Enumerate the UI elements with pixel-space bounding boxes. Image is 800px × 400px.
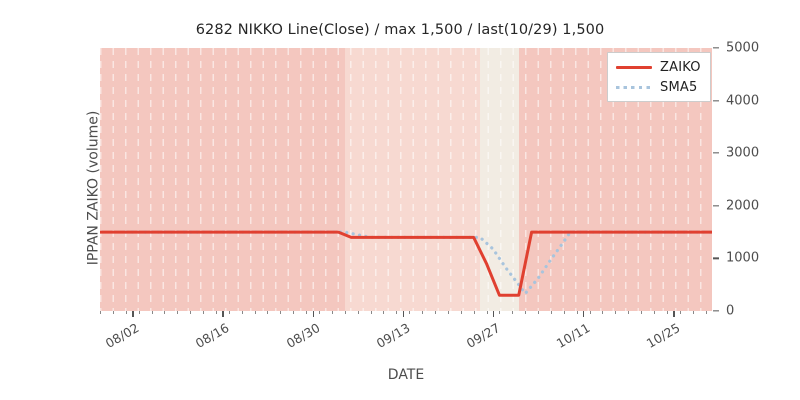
y-tick-mark bbox=[713, 257, 719, 260]
x-tick-label: 08/16 bbox=[193, 320, 232, 352]
x-tick-minor bbox=[692, 311, 694, 314]
x-tick-mark bbox=[492, 311, 495, 317]
x-tick-minor bbox=[447, 311, 449, 314]
x-tick-minor bbox=[280, 311, 282, 314]
y-axis-title: IPPAN ZAIKO (volume) bbox=[85, 110, 102, 266]
x-tick-minor bbox=[306, 311, 308, 314]
legend-swatch-zaiko bbox=[616, 61, 652, 73]
x-tick-minor bbox=[486, 311, 488, 314]
x-tick-minor bbox=[628, 311, 630, 314]
x-tick-label: 08/02 bbox=[102, 320, 142, 352]
y-tick-label: 2000 bbox=[726, 198, 760, 214]
y-tick-label: 1000 bbox=[726, 250, 760, 266]
x-tick-minor bbox=[602, 311, 604, 314]
legend-item-zaiko[interactable]: ZAIKO bbox=[616, 59, 701, 75]
x-tick-minor bbox=[550, 311, 552, 314]
x-tick-minor bbox=[512, 311, 514, 314]
x-tick-minor bbox=[331, 311, 333, 314]
x-tick-minor bbox=[705, 311, 707, 314]
y-tick-label: 5000 bbox=[726, 40, 760, 56]
x-tick-minor bbox=[357, 311, 359, 314]
x-tick-label: 09/27 bbox=[463, 320, 503, 352]
x-tick-minor bbox=[125, 311, 127, 314]
x-tick-minor bbox=[383, 311, 385, 314]
x-tick-label: 08/30 bbox=[283, 320, 323, 352]
x-tick-minor bbox=[177, 311, 179, 314]
x-tick-mark bbox=[222, 311, 224, 317]
y-tick-mark bbox=[713, 47, 719, 49]
x-tick-minor bbox=[203, 311, 205, 314]
legend-label-sma5: SMA5 bbox=[660, 79, 698, 95]
x-tick-minor bbox=[215, 311, 217, 314]
x-tick-minor bbox=[112, 311, 114, 314]
x-tick-minor bbox=[138, 311, 140, 314]
x-tick-minor bbox=[499, 311, 501, 314]
x-tick-minor bbox=[228, 311, 230, 314]
x-tick-minor bbox=[666, 311, 668, 314]
x-tick-minor bbox=[100, 311, 101, 314]
chart-legend[interactable]: ZAIKO SMA5 bbox=[607, 52, 711, 102]
y-tick-mark bbox=[713, 152, 719, 154]
series-line-zaiko bbox=[100, 230, 712, 297]
legend-item-sma5[interactable]: SMA5 bbox=[616, 79, 701, 95]
x-tick-minor bbox=[370, 311, 372, 314]
x-tick-label: 09/13 bbox=[373, 320, 413, 352]
x-tick-minor bbox=[434, 311, 436, 314]
x-tick-mark bbox=[312, 311, 314, 317]
x-tick-minor bbox=[654, 311, 656, 314]
x-tick-minor bbox=[576, 311, 578, 314]
x-tick-minor bbox=[151, 311, 153, 314]
x-tick-minor bbox=[679, 311, 681, 314]
x-tick-minor bbox=[473, 311, 475, 314]
x-tick-mark bbox=[132, 311, 134, 317]
series-lines bbox=[100, 230, 712, 297]
x-tick-mark bbox=[402, 311, 405, 317]
x-tick-mark bbox=[673, 311, 675, 317]
x-tick-minor bbox=[164, 311, 166, 314]
x-tick-label: 10/11 bbox=[553, 320, 593, 352]
x-tick-minor bbox=[267, 311, 269, 314]
y-tick-label: 0 bbox=[726, 303, 735, 319]
y-tick-label: 3000 bbox=[726, 145, 760, 161]
x-tick-minor bbox=[319, 311, 321, 314]
x-tick-minor bbox=[422, 311, 424, 314]
chart-title: 6282 NIKKO Line(Close) / max 1,500 / las… bbox=[195, 22, 605, 38]
x-tick-minor bbox=[254, 311, 256, 314]
x-tick-minor bbox=[563, 311, 565, 314]
x-tick-minor bbox=[615, 311, 617, 314]
y-tick-mark bbox=[713, 310, 719, 312]
x-tick-minor bbox=[396, 311, 398, 314]
x-tick-minor bbox=[190, 311, 192, 314]
legend-swatch-sma5 bbox=[616, 81, 652, 93]
x-axis-title: DATE bbox=[387, 367, 425, 383]
x-tick-minor bbox=[589, 311, 591, 314]
x-tick-mark bbox=[583, 311, 585, 317]
x-tick-minor bbox=[409, 311, 411, 314]
x-tick-minor bbox=[460, 311, 462, 314]
series-line-sma5 bbox=[124, 230, 712, 297]
y-tick-mark bbox=[713, 99, 719, 102]
y-tick-label: 4000 bbox=[726, 93, 760, 109]
x-tick-minor bbox=[241, 311, 243, 314]
x-tick-minor bbox=[293, 311, 295, 314]
x-tick-minor bbox=[641, 311, 643, 314]
x-tick-minor bbox=[525, 311, 527, 314]
x-tick-minor bbox=[344, 311, 346, 314]
y-tick-mark bbox=[713, 205, 719, 207]
x-tick-minor bbox=[538, 311, 540, 314]
x-tick-label: 10/25 bbox=[644, 320, 683, 352]
legend-label-zaiko: ZAIKO bbox=[660, 59, 701, 75]
